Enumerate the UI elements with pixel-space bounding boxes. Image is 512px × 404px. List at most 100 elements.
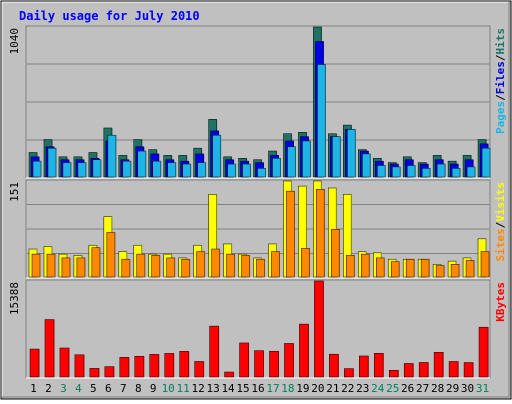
bar-pages (287, 146, 296, 178)
day-bars (298, 185, 310, 278)
bar-sites (76, 257, 86, 278)
bar-pages (332, 136, 341, 178)
bar-pages (257, 168, 267, 178)
day-label: 28 (431, 382, 444, 395)
y-max-label: 1040 (8, 28, 21, 55)
bar-kbytes (119, 357, 130, 378)
panel-visits: 151 Sites/Visits (8, 179, 507, 279)
day-bars (179, 351, 190, 378)
day-label: 1 (30, 382, 37, 395)
day-bars (462, 155, 476, 178)
day-bars (328, 187, 340, 278)
bar-sites (196, 251, 206, 278)
y-max-label: 15388 (8, 282, 21, 315)
day-bars (432, 264, 445, 278)
legend-entry: KBytes (494, 282, 507, 322)
day-label: 27 (416, 382, 429, 395)
bar-pages (197, 162, 207, 178)
bar-pages (212, 134, 222, 178)
bar-sites (151, 255, 161, 278)
day-bars (58, 156, 72, 178)
day-bars (373, 252, 385, 278)
day-label: 12 (192, 382, 205, 395)
bar-sites (435, 265, 445, 278)
day-bars (253, 159, 267, 178)
day-bars (43, 139, 57, 178)
day-bars (462, 257, 475, 278)
day-bars (149, 354, 160, 378)
bar-sites (376, 257, 385, 278)
bar-pages (137, 150, 147, 178)
day-label: 19 (296, 382, 309, 395)
bar-pages (32, 160, 42, 178)
day-bars (223, 243, 236, 278)
day-label: 23 (356, 382, 369, 395)
day-bars (178, 257, 191, 278)
day-bars (238, 158, 252, 178)
day-label: 22 (341, 382, 354, 395)
bar-pages (182, 163, 192, 178)
day-bars (447, 260, 460, 278)
bar-pages (107, 134, 117, 178)
day-bars (163, 155, 177, 178)
bar-pages (421, 168, 431, 178)
day-bars (417, 162, 431, 178)
bar-pages (436, 163, 446, 178)
day-bars (283, 180, 295, 278)
bar-kbytes (329, 353, 339, 378)
day-bars (402, 258, 415, 278)
y-max-label: 151 (8, 182, 21, 202)
bar-kbytes (463, 362, 474, 378)
bar-pages (362, 153, 371, 178)
bar-kbytes (209, 325, 220, 378)
bar-kbytes (164, 353, 175, 378)
bar-sites (46, 253, 56, 278)
day-bars (433, 351, 444, 378)
day-bars (298, 132, 311, 178)
bar-sites (256, 258, 266, 278)
day-bars (268, 150, 281, 178)
bar-sites (181, 258, 191, 278)
bar-sites (106, 232, 116, 278)
bar-pages (62, 162, 72, 178)
bar-kbytes (299, 323, 309, 378)
bar-sites (465, 260, 475, 278)
bar-sites (361, 253, 370, 278)
day-bars (387, 258, 400, 278)
bar-sites (91, 247, 101, 278)
bar-kbytes (59, 347, 70, 378)
bar-kbytes (254, 350, 265, 378)
day-label: 9 (150, 382, 157, 395)
day-label: 8 (135, 382, 142, 395)
day-bars (43, 246, 56, 278)
day-bars (402, 156, 416, 178)
bar-pages (391, 166, 401, 178)
bar-pages (227, 163, 237, 178)
day-bars (432, 155, 446, 178)
legend-entry: Visits (494, 182, 507, 222)
day-bars (58, 253, 71, 278)
day-bars (73, 156, 87, 178)
day-bars (103, 127, 117, 178)
bar-kbytes (179, 351, 190, 378)
day-bars (253, 257, 266, 278)
day-bars (224, 371, 235, 378)
day-label: 3 (60, 382, 67, 395)
day-label: 17 (266, 382, 279, 395)
day-label: 2 (45, 382, 52, 395)
day-bars (343, 194, 355, 278)
day-label: 31 (476, 382, 489, 395)
day-bars (193, 244, 206, 278)
day-bars (148, 253, 161, 278)
bar-pages (272, 158, 281, 178)
legend-separator: / (494, 94, 507, 101)
day-label: 7 (120, 382, 127, 395)
bar-kbytes (104, 366, 115, 378)
day-bars (209, 325, 220, 378)
bar-kbytes (374, 353, 384, 378)
bar-sites (301, 248, 310, 278)
day-bars (29, 348, 40, 378)
day-label: 20 (311, 382, 324, 395)
